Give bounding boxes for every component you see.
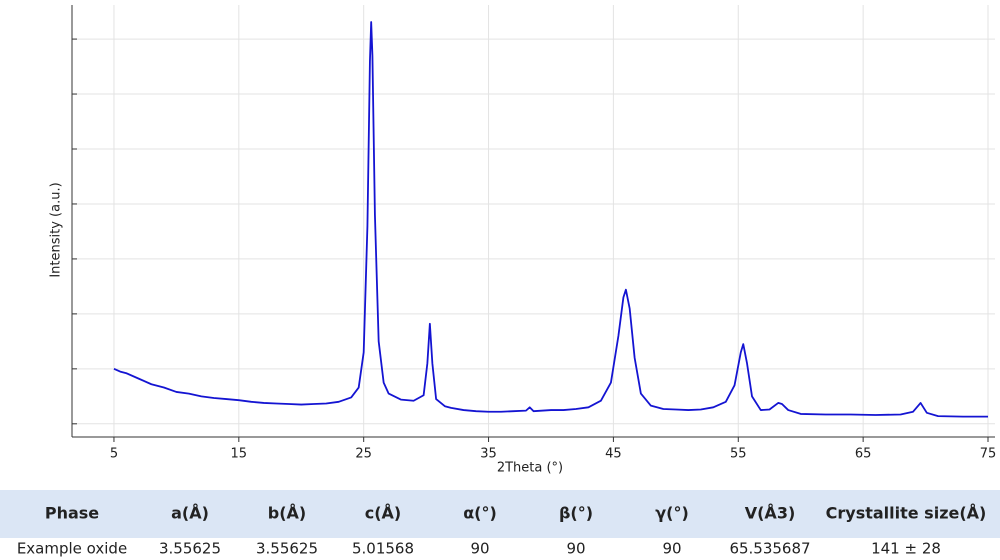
table-cell: 5.01568 bbox=[352, 540, 414, 558]
y-axis-label: Intensity (a.u.) bbox=[49, 182, 64, 277]
table-cell: 90 bbox=[662, 540, 681, 558]
x-tick-label: 5 bbox=[110, 447, 118, 462]
table-header: V(Å3) bbox=[745, 504, 796, 523]
table-cell: 3.55625 bbox=[256, 540, 318, 558]
table-header: γ(°) bbox=[655, 504, 689, 523]
table-header: Phase bbox=[45, 504, 99, 523]
table-cell: 3.55625 bbox=[159, 540, 221, 558]
table-header: α(°) bbox=[463, 504, 497, 523]
table-cell: 141 ± 28 bbox=[871, 540, 941, 558]
x-tick-label: 75 bbox=[980, 447, 997, 462]
table-header: a(Å) bbox=[171, 504, 209, 523]
x-tick-label: 45 bbox=[605, 447, 622, 462]
table-cell: 65.535687 bbox=[729, 540, 810, 558]
x-tick-label: 35 bbox=[480, 447, 497, 462]
table-cell: 90 bbox=[566, 540, 585, 558]
x-tick-label: 15 bbox=[231, 447, 248, 462]
x-tick-label: 25 bbox=[355, 447, 372, 462]
x-tick-label: 55 bbox=[730, 447, 747, 462]
x-tick-label: 65 bbox=[855, 447, 872, 462]
table-header: β(°) bbox=[559, 504, 593, 523]
table-cell: 90 bbox=[470, 540, 489, 558]
table-header-bg bbox=[0, 490, 1000, 538]
x-axis-label: 2Theta (°) bbox=[497, 461, 563, 476]
table-header: b(Å) bbox=[268, 504, 306, 523]
data-line bbox=[113, 21, 989, 418]
table-header: Crystallite size(Å) bbox=[826, 504, 987, 523]
table-cell: Example oxide bbox=[17, 540, 127, 558]
table-header: c(Å) bbox=[365, 504, 402, 523]
